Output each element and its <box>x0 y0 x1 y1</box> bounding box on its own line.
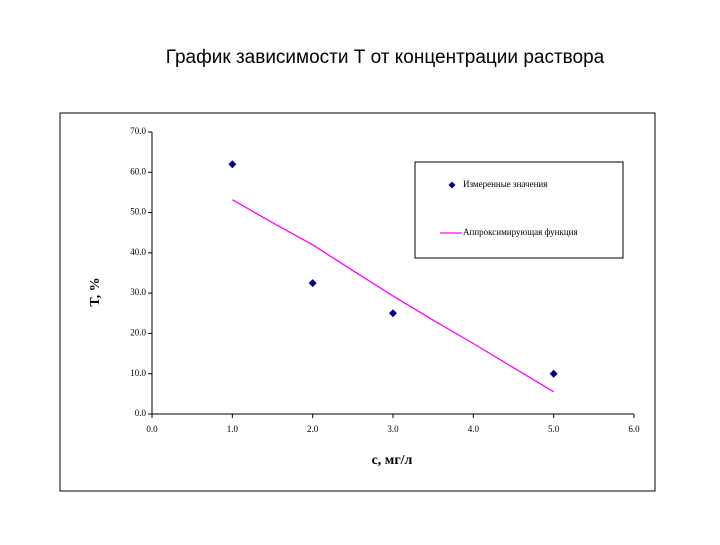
y-tick-label: 40.0 <box>130 247 146 257</box>
fit-line <box>232 199 555 393</box>
x-tick-label: 3.0 <box>387 424 399 434</box>
x-tick-label: 4.0 <box>468 424 480 434</box>
y-tick-label: 30.0 <box>130 287 146 297</box>
y-tick-label: 20.0 <box>130 327 146 337</box>
y-tick-label: 70.0 <box>130 126 146 136</box>
legend-box <box>414 161 624 259</box>
legend-label: Аппроксимирующая функция <box>463 227 578 237</box>
chart-title: График зависимости Т от концентрации рас… <box>166 47 605 68</box>
legend-label: Измеренные значения <box>463 179 547 189</box>
y-tick-label: 50.0 <box>130 207 146 217</box>
y-tick-label: 0.0 <box>135 408 147 418</box>
x-axis-label: c, мг/л <box>372 453 413 468</box>
y-axis-label: T, % <box>88 277 103 306</box>
x-tick-label: 0.0 <box>146 424 158 434</box>
data-point <box>549 369 558 378</box>
data-point <box>228 160 237 169</box>
x-tick-label: 5.0 <box>548 424 560 434</box>
y-tick-label: 10.0 <box>130 368 146 378</box>
x-tick-label: 1.0 <box>227 424 239 434</box>
x-tick-label: 6.0 <box>628 424 640 434</box>
legend-marker <box>448 181 456 189</box>
data-point <box>308 279 317 288</box>
x-tick-label: 2.0 <box>307 424 319 434</box>
y-tick-label: 60.0 <box>130 166 146 176</box>
chart-frame <box>59 112 656 492</box>
data-point <box>389 309 397 318</box>
